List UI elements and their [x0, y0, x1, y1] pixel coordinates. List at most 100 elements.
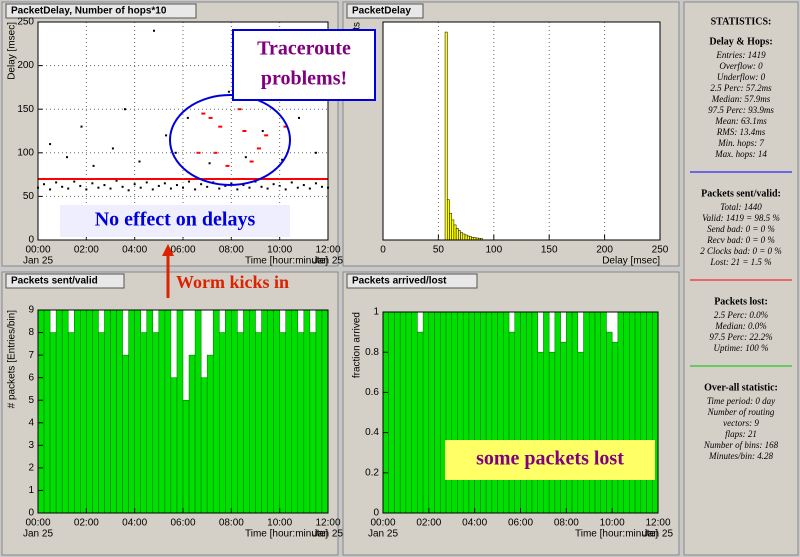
y-tick-label: 150: [17, 104, 34, 115]
x-tick-label: 100: [485, 245, 502, 256]
bar: [43, 309, 51, 514]
bar: [297, 332, 305, 514]
bar: [92, 309, 99, 514]
bar: [261, 309, 268, 514]
bar: [134, 309, 141, 514]
bar: [116, 309, 123, 514]
bar: [194, 309, 202, 514]
y-tick-label: 0: [373, 508, 379, 519]
bar: [566, 311, 573, 514]
annotations: Traceroute problems! No effect on delays…: [60, 29, 655, 480]
y-axis-title: fraction arrived: [352, 312, 363, 378]
point: [261, 130, 264, 132]
bar: [422, 311, 430, 514]
marks: [37, 309, 329, 514]
bar: [571, 311, 579, 514]
bar: [480, 311, 487, 514]
point: [242, 184, 245, 187]
point: [188, 180, 191, 183]
y-tick-label: 9: [28, 305, 34, 316]
stats-line: Send bad: 0 = 0 %: [707, 224, 775, 234]
callout-box: [232, 29, 376, 101]
point: [174, 151, 177, 154]
bar: [457, 311, 464, 514]
point: [115, 179, 118, 182]
bar: [447, 199, 450, 241]
plot-frame: [382, 311, 659, 514]
point: [218, 125, 223, 128]
point: [284, 188, 287, 191]
stats-line: 97.5 Perc: 22.2%: [709, 332, 772, 342]
annotation: problems!: [261, 68, 347, 90]
y-tick-label: 0.2: [365, 467, 379, 478]
point: [283, 125, 288, 128]
point: [298, 116, 300, 119]
point: [139, 186, 142, 189]
x-tick-label: 12:00: [315, 518, 340, 529]
point: [320, 185, 323, 188]
y-axis-title: # packets [Entries/bin]: [7, 310, 18, 409]
bar: [617, 311, 624, 514]
stats-line: 2.5 Perc: 57.2ms: [710, 83, 772, 93]
stats-line: Number of bins: 168: [703, 440, 779, 450]
stats-line: Median: 0.0%: [714, 321, 767, 331]
stats-title: STATISTICS:: [711, 16, 772, 27]
bar: [237, 332, 244, 514]
x-tick-label: 12:00: [315, 245, 340, 256]
stats-panel: [683, 1, 799, 556]
point: [227, 90, 230, 93]
bar: [462, 311, 470, 514]
stats-heading: Packets sent/valid:: [701, 188, 781, 199]
x-tick-label: 0: [380, 245, 386, 256]
bar: [279, 332, 286, 514]
stats-line: vectors: 9: [723, 418, 759, 428]
date-label: Jan 25: [313, 256, 343, 267]
bar: [405, 311, 412, 514]
y-tick-label: 50: [23, 191, 35, 202]
point: [91, 182, 94, 185]
y-tick-label: 250: [17, 17, 34, 28]
bar: [206, 354, 214, 514]
bar: [629, 311, 636, 514]
bar: [140, 332, 147, 514]
stats-line: Max. hops: 14: [714, 149, 767, 159]
bar: [640, 311, 647, 514]
y-tick-label: 6: [28, 372, 34, 383]
bar: [462, 233, 466, 241]
bar: [531, 311, 538, 514]
y-tick-label: 200: [17, 60, 34, 71]
bar: [503, 311, 510, 514]
point: [206, 185, 209, 188]
bar: [243, 309, 250, 514]
plot-frame: [37, 21, 329, 241]
bar: [291, 309, 299, 514]
bar: [537, 351, 544, 514]
bar: [594, 311, 601, 514]
point: [103, 184, 106, 187]
point: [230, 182, 233, 185]
point: [85, 188, 88, 191]
point: [49, 143, 52, 146]
bar: [548, 351, 556, 514]
bar: [285, 309, 293, 514]
y-tick-label: 8: [28, 327, 34, 338]
bar: [497, 311, 504, 514]
point: [314, 151, 317, 154]
bar: [200, 377, 208, 514]
y-tick-label: 5: [28, 395, 34, 406]
stats-line: Underflow: 0: [717, 72, 766, 82]
x-tick-label: 00:00: [25, 518, 50, 529]
point: [272, 183, 275, 186]
callout-box: [445, 440, 655, 480]
bar: [188, 354, 196, 514]
bar: [394, 311, 401, 514]
stats-line: Median: 57.9ms: [711, 94, 771, 104]
bar: [543, 311, 550, 514]
point: [133, 183, 136, 186]
bar: [158, 309, 166, 514]
bar: [606, 331, 613, 514]
point: [124, 108, 126, 111]
bar: [485, 311, 493, 514]
point: [121, 185, 124, 188]
